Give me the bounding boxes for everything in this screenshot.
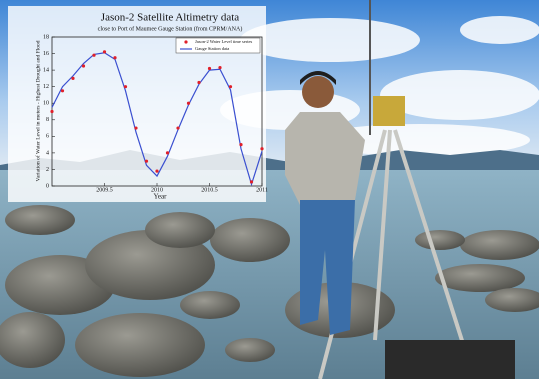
y-tick-label: 10 (43, 101, 49, 107)
legend-label: Jason-2 Water Level time series (195, 39, 253, 44)
data-point (82, 64, 85, 67)
data-point (155, 170, 158, 173)
x-tick-label: 2011 (256, 187, 268, 193)
data-point (50, 110, 53, 113)
chart-title: Jason-2 Satellite Altimetry data (101, 12, 240, 24)
data-point (218, 66, 221, 69)
x-axis-label: Year (154, 193, 168, 201)
data-point (124, 85, 127, 88)
photo: Jason-2 Satellite Altimetry data close t… (0, 0, 539, 379)
chart-subtitle: close to Port of Maumee Gauge Station (f… (98, 25, 243, 32)
data-point (197, 81, 200, 84)
data-point (145, 160, 148, 163)
y-tick-label: 4 (46, 150, 49, 156)
x-tick-label: 2010.5 (201, 187, 218, 193)
y-tick-label: 18 (43, 34, 49, 40)
data-point (134, 126, 137, 129)
data-point (71, 77, 74, 80)
data-point (187, 102, 190, 105)
case (385, 340, 515, 379)
x-tick-label: 2010 (151, 187, 163, 193)
data-point (166, 151, 169, 154)
data-point (92, 54, 95, 57)
y-tick-label: 0 (46, 183, 49, 189)
y-axis-label: Variation of Water Level in meters - Hig… (34, 40, 41, 181)
y-tick-label: 8 (46, 117, 49, 123)
data-point (229, 85, 232, 88)
data-point (208, 67, 211, 70)
data-point (61, 89, 64, 92)
y-tick-label: 16 (43, 51, 49, 57)
data-point (250, 180, 253, 183)
legend-marker (184, 40, 187, 43)
y-tick-label: 2 (46, 167, 49, 173)
instrument (373, 96, 405, 126)
data-point (260, 147, 263, 150)
y-tick-label: 12 (43, 84, 49, 90)
data-point (103, 50, 106, 53)
legend-label: Gauge Station data (195, 46, 229, 51)
data-point (113, 56, 116, 59)
y-tick-label: 14 (43, 67, 49, 73)
data-point (239, 143, 242, 146)
data-point (176, 126, 179, 129)
x-tick-label: 2009.5 (96, 187, 113, 193)
y-tick-label: 6 (46, 134, 49, 140)
